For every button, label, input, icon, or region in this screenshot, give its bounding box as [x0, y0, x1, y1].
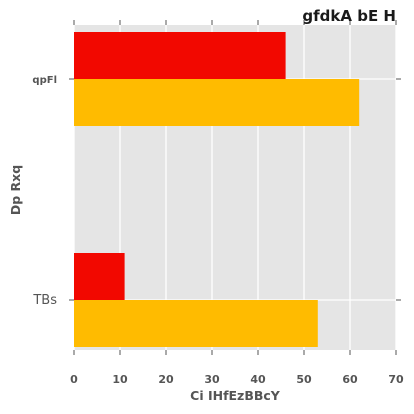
y-tick-label-qpFl: qpFl — [32, 75, 57, 86]
x-tick-label: 0 — [70, 373, 78, 386]
x-tick-label: 10 — [112, 373, 128, 386]
y-axis-ticks: TBs qpFl — [32, 75, 401, 308]
bar-series-2-qpFl — [74, 32, 286, 79]
bar-series-1-qpFl — [74, 79, 360, 126]
x-tick-label: 70 — [388, 373, 404, 386]
y-tick-label-TBs: TBs — [32, 293, 57, 308]
x-axis-label: Ci IHfEzBBcY — [190, 388, 281, 403]
bar-series-1-TBs — [74, 300, 318, 347]
x-tick-label: 50 — [296, 373, 312, 386]
x-tick-label: 60 — [342, 373, 358, 386]
chart-title: gfdkA bE H — [302, 7, 396, 25]
x-tick-label: 20 — [158, 373, 174, 386]
x-tick-label: 30 — [204, 373, 220, 386]
bar-series-2-TBs — [74, 253, 125, 300]
y-axis-label: Dp Rxq — [8, 165, 23, 215]
x-tick-label: 40 — [250, 373, 266, 386]
x-axis-ticks: 0 10 20 30 40 50 60 70 — [70, 20, 404, 386]
bars — [74, 32, 360, 347]
